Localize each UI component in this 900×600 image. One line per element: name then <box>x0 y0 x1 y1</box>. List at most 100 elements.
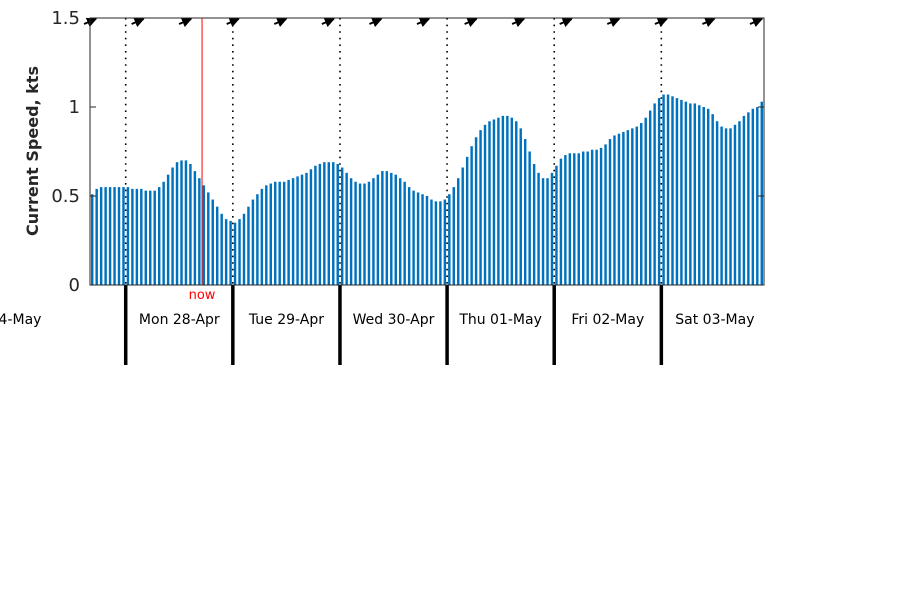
speed-bar <box>140 188 143 285</box>
speed-bar <box>340 167 344 285</box>
speed-bar <box>247 206 250 285</box>
speed-bar <box>421 194 424 285</box>
speed-bar <box>488 121 491 286</box>
speed-bar <box>372 178 375 285</box>
day-divider-layer <box>123 18 664 365</box>
direction-arrow <box>369 17 383 28</box>
speed-bar <box>171 167 174 285</box>
day-label: Mon 28-Apr <box>139 312 220 328</box>
speed-bar <box>430 199 433 285</box>
speed-bar <box>144 190 148 285</box>
speed-bar <box>282 181 286 285</box>
speed-bar <box>528 151 531 285</box>
speed-bar <box>577 153 580 285</box>
speed-bar <box>166 174 170 285</box>
speed-bar <box>706 108 710 285</box>
speed-bar <box>680 99 683 285</box>
speed-bar <box>394 174 397 285</box>
speed-bar <box>720 126 723 285</box>
speed-bar <box>296 176 299 285</box>
speed-bar <box>117 187 121 285</box>
speed-bar <box>434 201 438 285</box>
speed-bar <box>412 190 415 285</box>
speed-bar <box>122 187 125 285</box>
speed-bar <box>617 133 621 285</box>
speed-bar <box>573 153 576 285</box>
speed-bar <box>363 183 366 285</box>
speed-bar <box>640 123 643 286</box>
speed-bar <box>91 194 94 285</box>
speed-bar <box>318 163 322 285</box>
speed-bar <box>300 174 304 285</box>
speed-bar <box>653 103 656 285</box>
speed-bar <box>153 190 156 285</box>
speed-bar <box>474 137 478 285</box>
direction-arrow <box>273 17 288 28</box>
speed-bar <box>729 128 732 285</box>
speed-bar <box>515 121 518 286</box>
direction-arrow <box>131 17 145 28</box>
speed-bar <box>613 135 616 285</box>
speed-bar <box>631 128 634 285</box>
direction-arrow <box>749 17 763 28</box>
speed-bar <box>238 219 241 285</box>
speed-bar <box>291 178 295 285</box>
speed-bar <box>733 124 737 285</box>
direction-arrow <box>511 17 526 28</box>
speed-bar <box>675 98 679 285</box>
direction-arrow <box>702 17 716 28</box>
speed-bar <box>662 94 665 285</box>
speed-bar <box>425 196 429 285</box>
speed-bar <box>457 178 460 285</box>
speed-bar <box>269 183 272 285</box>
speed-bar <box>403 181 406 285</box>
speed-bar <box>336 163 339 285</box>
speed-bar <box>622 131 625 285</box>
speed-bar <box>416 192 420 285</box>
speed-bar <box>345 172 348 285</box>
x-axis-day-labels: Mon 28-Apr Tue 29-Apr Wed 30-Apr Thu 01-May… <box>0 312 755 328</box>
speed-bar <box>483 124 487 285</box>
speed-bar <box>260 188 264 285</box>
speed-bar <box>461 167 464 285</box>
speed-bar <box>193 171 197 285</box>
speed-bar <box>229 220 232 285</box>
speed-bar <box>131 188 134 285</box>
speed-bar <box>582 151 585 285</box>
speed-bar <box>135 188 139 285</box>
speed-bar <box>367 181 371 285</box>
speed-bar <box>309 169 313 285</box>
speed-bar <box>443 199 447 285</box>
speed-bar <box>233 222 237 285</box>
speed-bar <box>157 187 161 285</box>
speed-bar <box>242 213 246 285</box>
speed-bar <box>510 117 514 286</box>
speed-bar <box>724 128 728 285</box>
y-tick-label: 1.5 <box>51 8 80 29</box>
day-label: Tue 29-Apr <box>248 312 324 328</box>
speed-bar <box>702 107 705 285</box>
speed-bar <box>715 121 719 286</box>
direction-arrow <box>654 17 668 28</box>
speed-bar <box>742 115 746 286</box>
direction-arrow <box>559 17 573 28</box>
speed-bar <box>541 178 545 285</box>
speed-bar <box>684 101 688 285</box>
speed-bar <box>198 178 201 285</box>
speed-bar <box>756 107 759 285</box>
day-label: Sat 03-May <box>675 312 754 328</box>
speed-bar <box>760 101 763 285</box>
speed-bar <box>180 160 183 285</box>
speed-bar <box>452 187 455 285</box>
speed-bar <box>648 110 652 285</box>
now-label: now <box>189 288 216 303</box>
speed-bar <box>99 187 103 285</box>
speed-bar <box>635 126 639 285</box>
speed-bar <box>532 163 536 285</box>
speed-bar <box>149 190 152 285</box>
plot-frame <box>89 17 765 286</box>
y-tick-label: 1 <box>69 97 80 118</box>
speed-bar <box>550 172 554 285</box>
speed-bar <box>332 162 335 285</box>
